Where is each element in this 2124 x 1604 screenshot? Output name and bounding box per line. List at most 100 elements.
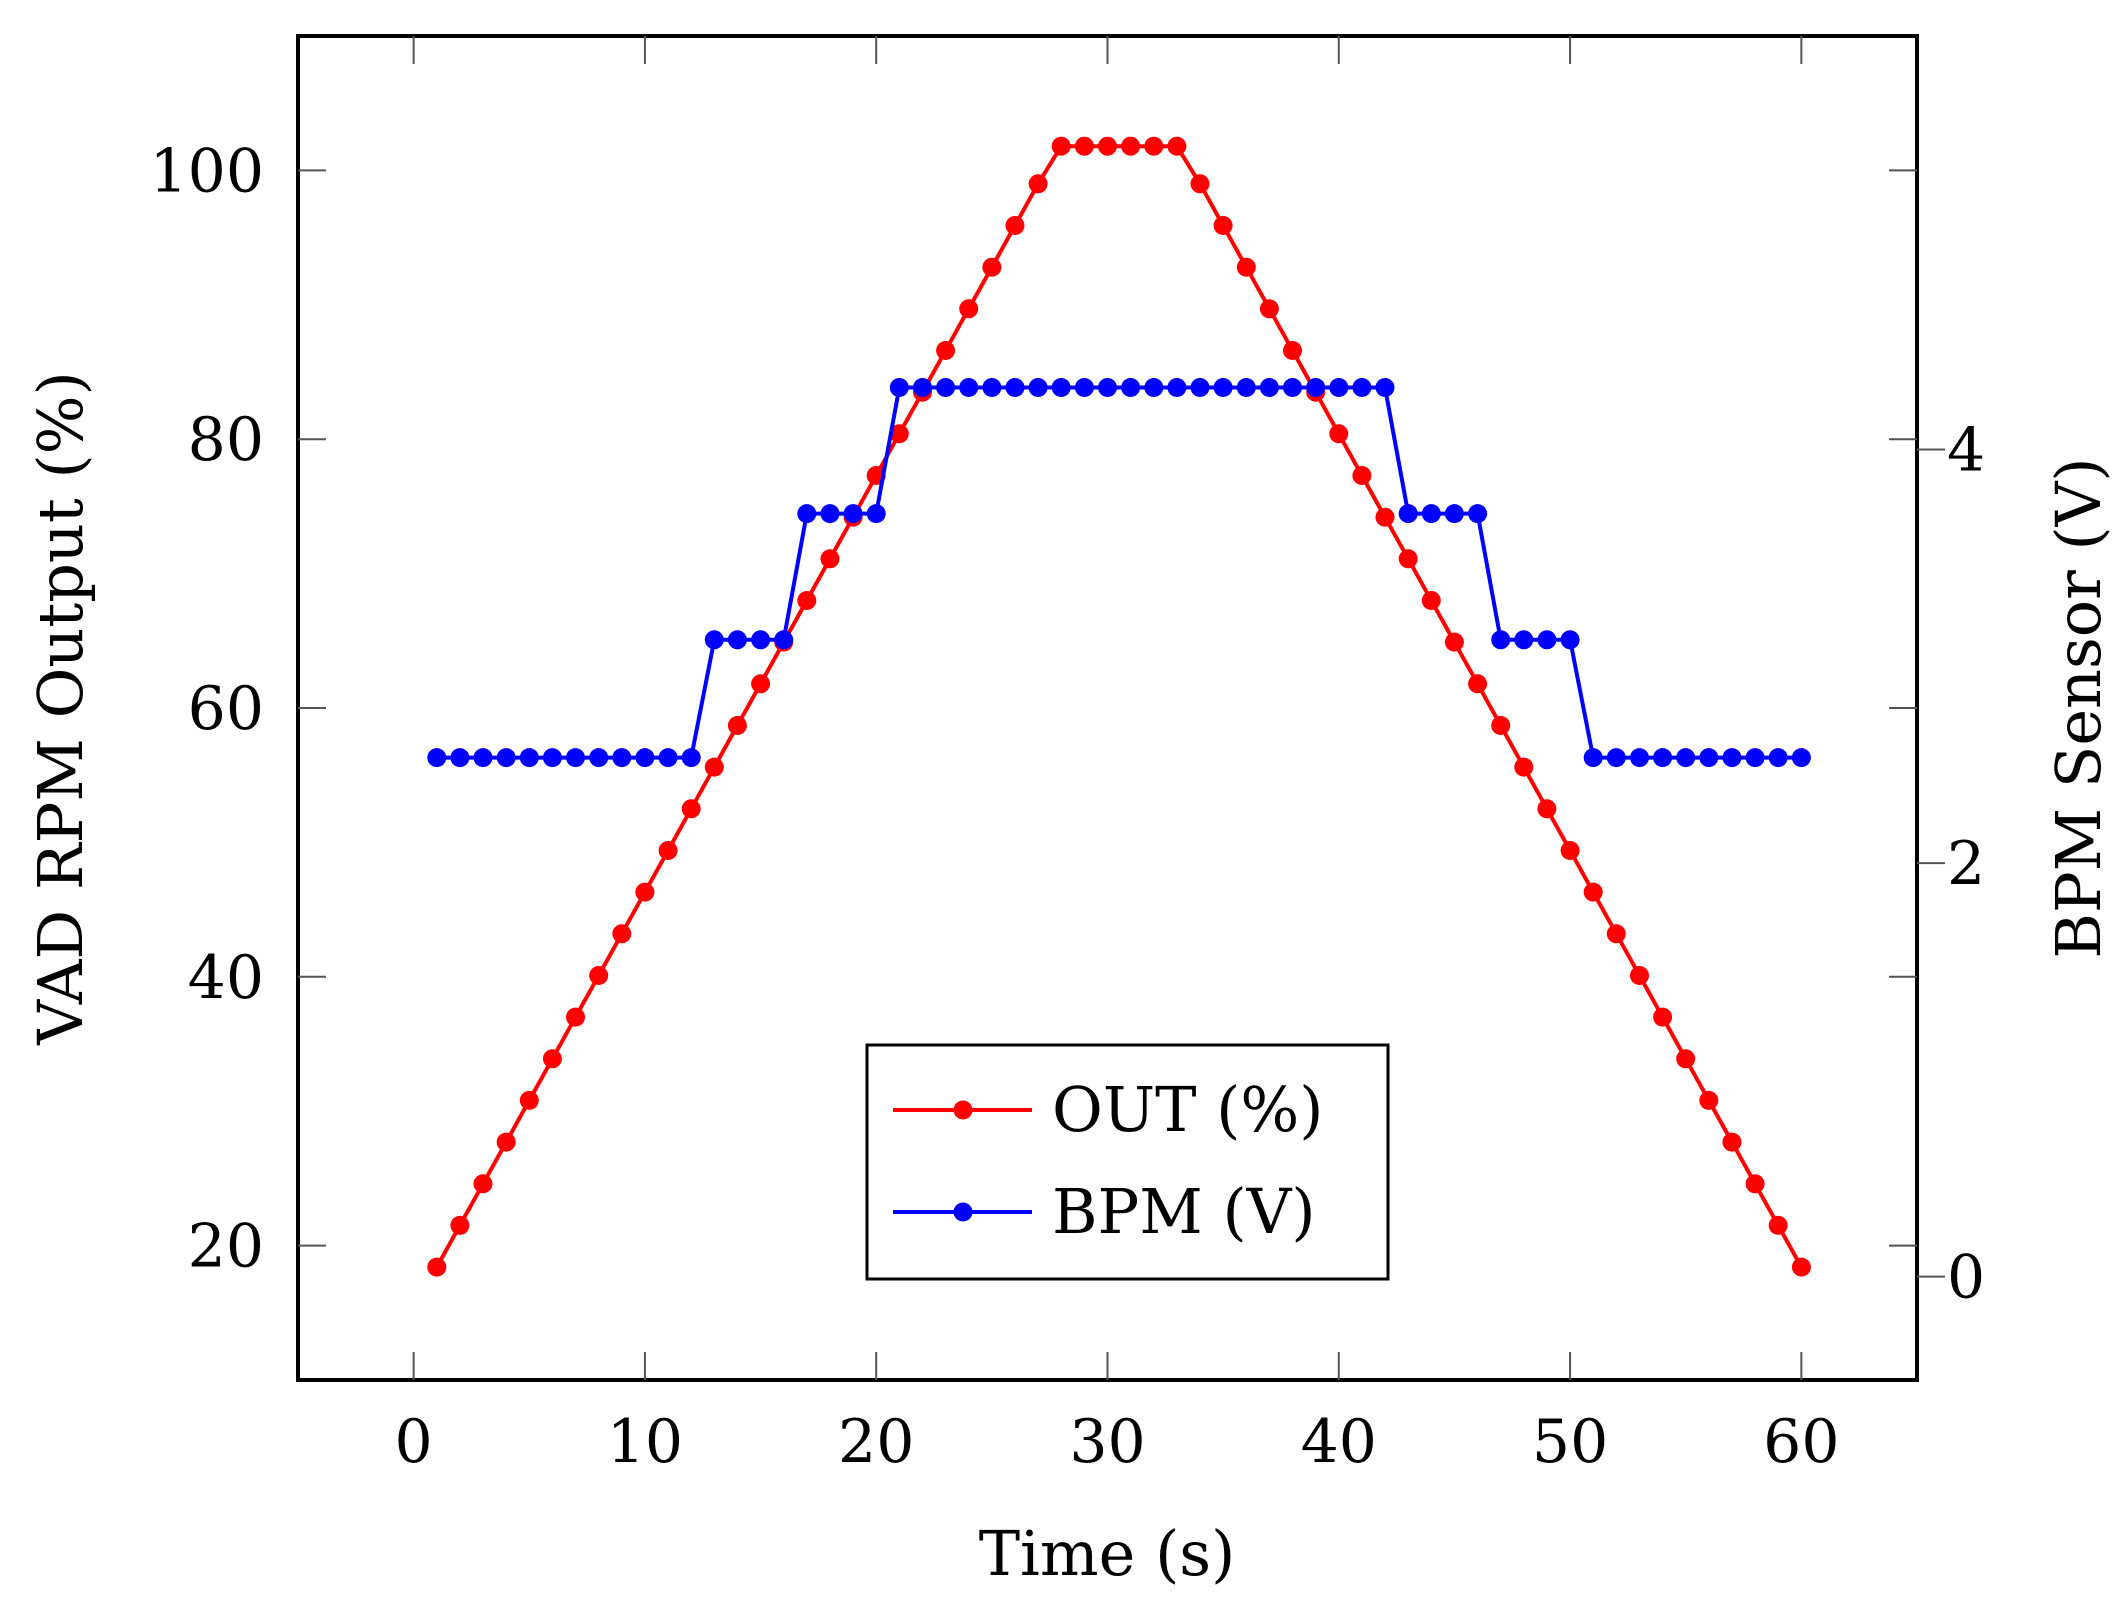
data-point-out: [542, 1049, 562, 1069]
data-point-bpm: [1722, 748, 1742, 768]
data-point-out: [727, 716, 747, 735]
data-point-bpm: [1514, 630, 1534, 650]
data-point-bpm: [843, 504, 863, 524]
data-point-out: [496, 1132, 516, 1152]
data-point-out: [936, 341, 956, 360]
data-point-out: [1491, 716, 1511, 735]
data-point-bpm: [1051, 378, 1071, 397]
data-point-bpm: [774, 630, 794, 650]
data-point-bpm: [473, 748, 493, 768]
data-point-bpm: [1699, 748, 1719, 768]
x-tick-label: 60: [1763, 1407, 1839, 1477]
y-left-tick-label: 60: [188, 674, 264, 744]
data-point-bpm: [635, 748, 655, 768]
data-point-out: [1190, 174, 1210, 194]
data-point-out: [1167, 136, 1187, 156]
data-point-bpm: [1259, 378, 1279, 397]
x-tick-label: 0: [395, 1407, 433, 1477]
data-point-out: [959, 299, 979, 319]
data-point-bpm: [1283, 378, 1302, 397]
data-point-out: [1283, 341, 1302, 360]
data-point-out: [589, 966, 609, 985]
legend: OUT (%) BPM (V): [865, 1043, 1390, 1281]
data-point-bpm: [820, 504, 840, 524]
data-point-bpm: [1005, 378, 1025, 397]
data-point-bpm: [1329, 378, 1349, 397]
data-point-out: [635, 882, 655, 902]
x-tick-label: 30: [1069, 1407, 1145, 1477]
y-left-tick-label: 100: [149, 136, 264, 206]
x-axis-label: Time (s): [979, 1517, 1236, 1590]
data-point-out: [1375, 507, 1395, 527]
y-right-tick-label: 0: [1947, 1243, 1985, 1313]
data-point-bpm: [1583, 748, 1603, 768]
y-left-axis-label: VAD RPM Output (%): [24, 371, 97, 1046]
data-point-bpm: [612, 748, 632, 768]
legend-label-bpm: BPM (V): [1052, 1175, 1316, 1248]
data-point-bpm: [1074, 378, 1094, 397]
data-point-bpm: [1167, 378, 1187, 397]
data-point-out: [1352, 466, 1372, 485]
data-point-out: [889, 424, 909, 444]
data-point-bpm: [982, 378, 1002, 397]
data-point-out: [982, 257, 1002, 277]
data-point-bpm: [751, 630, 771, 650]
legend-label-out: OUT (%): [1052, 1073, 1323, 1146]
x-tick-label: 10: [607, 1407, 683, 1477]
data-point-bpm: [727, 630, 747, 650]
data-point-out: [1583, 882, 1603, 902]
data-point-bpm: [1676, 748, 1696, 768]
data-point-out: [1051, 136, 1071, 156]
data-point-bpm: [1791, 748, 1811, 768]
legend-box: [865, 1043, 1390, 1281]
data-point-out: [1236, 257, 1256, 277]
series-layer: [427, 136, 1811, 1277]
data-point-bpm: [1375, 378, 1395, 397]
data-point-out: [1699, 1090, 1719, 1110]
data-point-bpm: [681, 748, 701, 768]
data-point-out: [1560, 841, 1580, 860]
data-point-bpm: [1468, 504, 1488, 524]
data-point-bpm: [658, 748, 678, 768]
data-point-out: [658, 841, 678, 860]
data-point-out: [1606, 924, 1626, 944]
legend-swatch-bpm-marker: [953, 1202, 973, 1222]
data-point-bpm: [1768, 748, 1788, 768]
data-point-bpm: [913, 378, 932, 397]
data-point-out: [1722, 1132, 1742, 1152]
data-point-bpm: [1190, 378, 1210, 397]
data-point-bpm: [496, 748, 516, 768]
data-point-out: [1745, 1174, 1765, 1194]
data-point-out: [1768, 1215, 1788, 1235]
data-point-out: [1398, 549, 1418, 569]
data-point-out: [1144, 136, 1164, 156]
data-point-out: [1630, 966, 1649, 985]
data-point-out: [1421, 591, 1441, 610]
data-point-bpm: [866, 504, 886, 524]
data-point-bpm: [1444, 504, 1464, 524]
y-right-tick-label: 4: [1947, 416, 1985, 486]
data-point-bpm: [1213, 378, 1233, 397]
data-point-bpm: [589, 748, 609, 768]
data-point-bpm: [1121, 378, 1141, 397]
data-point-bpm: [959, 378, 979, 397]
data-point-bpm: [1028, 378, 1048, 397]
data-point-out: [1676, 1049, 1696, 1069]
data-point-bpm: [1421, 504, 1441, 524]
data-point-bpm: [542, 748, 562, 768]
data-point-out: [1005, 216, 1025, 235]
data-point-out: [1121, 136, 1141, 156]
data-point-out: [473, 1174, 493, 1194]
data-point-out: [1259, 299, 1279, 319]
data-point-bpm: [1653, 748, 1673, 768]
data-point-out: [704, 757, 724, 777]
data-point-bpm: [1352, 378, 1372, 397]
data-point-bpm: [1606, 748, 1626, 768]
data-point-bpm: [1398, 504, 1418, 524]
data-point-bpm: [936, 378, 956, 397]
legend-swatch-out-marker: [953, 1100, 973, 1120]
data-point-out: [1791, 1257, 1811, 1277]
data-point-out: [427, 1257, 447, 1277]
data-point-out: [751, 674, 771, 694]
